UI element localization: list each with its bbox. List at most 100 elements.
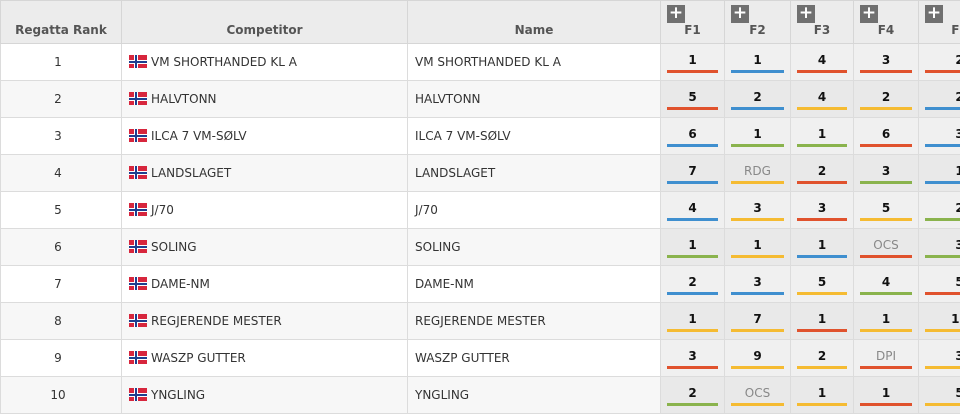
fleet-color-bar <box>860 217 912 221</box>
table-row[interactable]: 10 YNGLING YNGLING 2 OCS 1 1 5 <box>0 376 960 414</box>
fleet-color-bar <box>797 365 847 369</box>
competitor-cell[interactable]: ILCA 7 VM-SØLV <box>121 117 408 155</box>
competitor-cell[interactable]: J/70 <box>121 191 408 229</box>
race-result: 2 <box>955 89 960 104</box>
race-result-cell: OCS <box>724 376 791 414</box>
competitor-name[interactable]: DAME-NM <box>151 277 210 291</box>
race-result: 1 <box>753 126 762 141</box>
competitor-cell[interactable]: YNGLING <box>121 376 408 414</box>
norway-flag-icon <box>129 240 147 253</box>
expand-plus-icon[interactable]: + <box>731 3 749 23</box>
competitor-cell[interactable]: REGJERENDE MESTER <box>121 302 408 340</box>
race-result-cell: 1 <box>853 376 919 414</box>
race-result: 3 <box>688 348 697 363</box>
race-result: 1 <box>817 385 827 400</box>
race-result: 1 <box>753 52 762 67</box>
race-result: 4 <box>817 89 827 104</box>
race-result: 4 <box>817 52 827 67</box>
competitor-name[interactable]: VM SHORTHANDED KL A <box>151 55 297 69</box>
competitor-cell[interactable]: HALVTONN <box>121 80 408 118</box>
expand-plus-icon[interactable]: + <box>797 3 815 23</box>
expand-plus-icon[interactable]: + <box>860 3 878 23</box>
header-race-f5[interactable]: + F5 <box>918 0 960 44</box>
race-result-cell: 1 <box>724 117 791 155</box>
regatta-rank: 6 <box>0 228 122 266</box>
fleet-color-bar <box>731 402 784 406</box>
fleet-color-bar <box>731 69 784 73</box>
race-result: 1 <box>817 311 827 326</box>
fleet-color-bar <box>925 328 960 332</box>
competitor-cell[interactable]: VM SHORTHANDED KL A <box>121 43 408 81</box>
race-label: F2 <box>749 23 766 37</box>
race-result: 2 <box>955 200 960 215</box>
race-result-cell: 9 <box>724 339 791 377</box>
expand-plus-icon[interactable]: + <box>925 3 943 23</box>
race-result-cell: 2 <box>918 43 960 81</box>
regatta-rank: 3 <box>0 117 122 155</box>
race-result-cell: 3 <box>790 191 854 229</box>
fleet-color-bar <box>667 217 718 221</box>
header-race-f3[interactable]: + F3 <box>790 0 854 44</box>
fleet-color-bar <box>667 69 718 73</box>
competitor-name[interactable]: LANDSLAGET <box>151 166 232 180</box>
header-race-f2[interactable]: + F2 <box>724 0 791 44</box>
race-result: 10 <box>951 311 960 326</box>
table-row[interactable]: 6 SOLING SOLING 1 1 1 OCS 3 <box>0 228 960 266</box>
race-result: 1 <box>881 385 891 400</box>
race-result-cell: 1 <box>790 117 854 155</box>
norway-flag-icon <box>129 129 147 142</box>
fleet-color-bar <box>860 106 912 110</box>
race-result: RDG <box>744 163 771 178</box>
race-result-cell: 5 <box>853 191 919 229</box>
competitor-cell[interactable]: DAME-NM <box>121 265 408 303</box>
norway-flag-icon <box>129 351 147 364</box>
competitor-name[interactable]: YNGLING <box>151 388 206 402</box>
competitor-name[interactable]: REGJERENDE MESTER <box>151 314 282 328</box>
competitor-name[interactable]: J/70 <box>151 203 174 217</box>
race-result-cell: 7 <box>724 302 791 340</box>
table-row[interactable]: 4 LANDSLAGET LANDSLAGET 7 RDG 2 3 1 <box>0 154 960 192</box>
competitor-name[interactable]: ILCA 7 VM-SØLV <box>151 129 247 143</box>
name-cell: VM SHORTHANDED KL A <box>407 43 661 81</box>
table-row[interactable]: 5 J/70 J/70 4 3 3 5 2 <box>0 191 960 229</box>
race-result-cell: 1 <box>790 228 854 266</box>
race-result-cell: 3 <box>724 265 791 303</box>
table-row[interactable]: 9 WASZP GUTTER WASZP GUTTER 3 9 2 DPI 3 <box>0 339 960 377</box>
table-row[interactable]: 2 HALVTONN HALVTONN 5 2 4 2 2 <box>0 80 960 118</box>
header-regatta-rank[interactable]: Regatta Rank <box>0 0 122 44</box>
header-name[interactable]: Name <box>407 0 661 44</box>
competitor-cell[interactable]: SOLING <box>121 228 408 266</box>
fleet-color-bar <box>860 291 912 295</box>
fleet-color-bar <box>797 180 847 184</box>
race-result: 2 <box>817 163 827 178</box>
table-row[interactable]: 1 VM SHORTHANDED KL A VM SHORTHANDED KL … <box>0 43 960 81</box>
expand-plus-icon[interactable]: + <box>667 3 685 23</box>
fleet-color-bar <box>925 106 960 110</box>
table-row[interactable]: 8 REGJERENDE MESTER REGJERENDE MESTER 1 7 1… <box>0 302 960 340</box>
fleet-color-bar <box>667 328 718 332</box>
competitor-cell[interactable]: LANDSLAGET <box>121 154 408 192</box>
competitor-name[interactable]: WASZP GUTTER <box>151 351 246 365</box>
fleet-color-bar <box>797 328 847 332</box>
race-result: 3 <box>753 200 762 215</box>
header-race-f4[interactable]: + F4 <box>853 0 919 44</box>
table-row[interactable]: 3 ILCA 7 VM-SØLV ILCA 7 VM-SØLV 6 1 1 6 3 <box>0 117 960 155</box>
competitor-name[interactable]: SOLING <box>151 240 197 254</box>
header-competitor[interactable]: Competitor <box>121 0 408 44</box>
regatta-rank: 7 <box>0 265 122 303</box>
race-result-cell: 1 <box>724 43 791 81</box>
race-result-cell: OCS <box>853 228 919 266</box>
competitor-name[interactable]: HALVTONN <box>151 92 217 106</box>
header-race-f1[interactable]: + F1 <box>660 0 725 44</box>
race-result-cell: 2 <box>660 376 725 414</box>
norway-flag-icon <box>129 55 147 68</box>
fleet-color-bar <box>731 217 784 221</box>
fleet-color-bar <box>731 328 784 332</box>
race-result-cell: 7 <box>660 154 725 192</box>
fleet-color-bar <box>731 180 784 184</box>
race-label: F1 <box>684 23 701 37</box>
fleet-color-bar <box>667 365 718 369</box>
race-result: OCS <box>744 385 771 400</box>
table-row[interactable]: 7 DAME-NM DAME-NM 2 3 5 4 5 <box>0 265 960 303</box>
competitor-cell[interactable]: WASZP GUTTER <box>121 339 408 377</box>
